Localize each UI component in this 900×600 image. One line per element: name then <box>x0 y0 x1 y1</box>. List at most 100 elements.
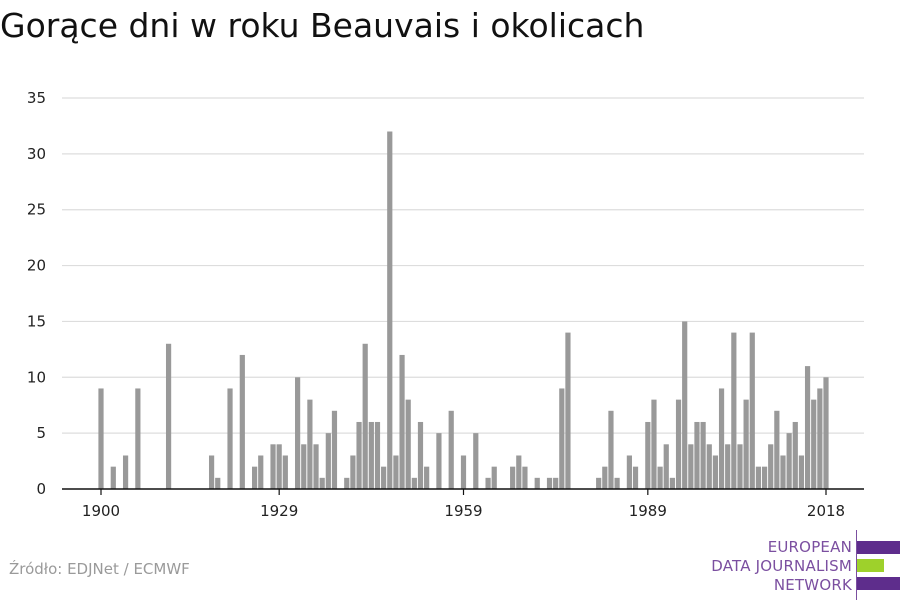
bar-1941 <box>350 455 356 489</box>
bar-2003 <box>731 332 737 489</box>
bar-1984 <box>614 477 620 489</box>
bar-1959 <box>460 455 467 489</box>
bar-1944 <box>368 421 374 489</box>
bar-1997 <box>694 421 700 489</box>
bar-1925 <box>252 466 258 489</box>
bar-1918 <box>208 455 215 489</box>
bar-2005 <box>743 399 749 489</box>
bar-1936 <box>319 477 325 489</box>
bar-1923 <box>239 354 245 489</box>
bar-2000 <box>712 455 719 489</box>
bar-1943 <box>362 343 368 489</box>
bar-1976 <box>565 332 571 489</box>
bars <box>98 131 829 489</box>
gridlines <box>62 97 864 434</box>
bar-1994 <box>675 399 682 489</box>
y-tick-label-5: 5 <box>36 424 46 442</box>
logo-purple-bar-top <box>857 541 900 554</box>
bar-1950 <box>405 399 411 489</box>
bar-1940 <box>344 477 350 489</box>
bar-1999 <box>706 444 712 489</box>
bar-1989 <box>645 421 651 489</box>
bar-1991 <box>657 466 663 489</box>
chart-title: Gorące dni w roku Beauvais i okolicach <box>0 6 645 45</box>
source-note: Źródło: EDJNet / ECMWF <box>9 560 190 578</box>
bar-1964 <box>491 466 497 489</box>
bar-1900 <box>98 388 104 489</box>
bar-2010 <box>774 410 780 489</box>
bar-1951 <box>411 477 417 489</box>
edjnet-logo: EUROPEAN DATA JOURNALISM NETWORK <box>700 530 900 600</box>
bar-1937 <box>325 433 331 489</box>
bar-1955 <box>436 433 442 489</box>
x-tick-label-1900: 1900 <box>82 502 120 520</box>
y-tick-label-0: 0 <box>36 480 46 498</box>
x-tick-label-1989: 1989 <box>629 502 667 520</box>
logo-line-2: DATA JOURNALISM <box>711 557 852 575</box>
bar-1982 <box>602 466 608 489</box>
bar-1906 <box>135 388 141 489</box>
bar-2007 <box>755 466 762 489</box>
bar-2008 <box>761 466 768 489</box>
bar-1975 <box>559 388 565 489</box>
x-tick-label-1929: 1929 <box>260 502 298 520</box>
bar-2006 <box>749 332 755 489</box>
bar-1987 <box>632 466 639 489</box>
bar-1935 <box>313 444 319 489</box>
y-tick-label-30: 30 <box>27 145 46 163</box>
bar-2013 <box>792 421 798 489</box>
x-tick-label-2018: 2018 <box>807 502 845 520</box>
bar-1938 <box>331 410 338 489</box>
bar-1998 <box>700 421 706 489</box>
bar-1949 <box>399 354 405 489</box>
bar-2011 <box>780 455 786 489</box>
bar-1948 <box>393 455 399 489</box>
bar-1993 <box>669 477 675 489</box>
bar-1911 <box>165 343 172 489</box>
bar-1926 <box>258 455 264 489</box>
y-tick-label-15: 15 <box>27 312 46 330</box>
bar-1974 <box>553 477 559 489</box>
bar-2002 <box>725 444 731 489</box>
bar-1945 <box>374 421 381 489</box>
x-tick-label-1959: 1959 <box>444 502 482 520</box>
bar-2009 <box>768 444 774 489</box>
y-tick-label-25: 25 <box>27 201 46 219</box>
bar-2018 <box>823 377 829 489</box>
bar-1953 <box>424 466 430 489</box>
bar-1946 <box>381 466 387 489</box>
logo-line-1: EUROPEAN <box>767 538 852 556</box>
logo-divider <box>856 530 857 600</box>
bar-1996 <box>688 444 694 489</box>
bar-1928 <box>270 444 276 489</box>
bar-1995 <box>682 321 688 489</box>
y-tick-label-10: 10 <box>27 368 46 386</box>
bar-2016 <box>811 399 817 489</box>
bar-1986 <box>626 455 632 489</box>
bar-2012 <box>786 433 792 489</box>
bar-1990 <box>651 399 657 489</box>
bar-1973 <box>546 477 553 489</box>
bar-2004 <box>737 444 743 489</box>
bar-1992 <box>663 444 669 489</box>
bar-1947 <box>387 131 393 489</box>
bar-1968 <box>516 455 522 489</box>
logo-green-bar <box>857 559 884 572</box>
bar-1981 <box>596 477 602 489</box>
bar-1961 <box>473 433 479 489</box>
bar-1934 <box>307 399 313 489</box>
bar-1969 <box>522 466 528 489</box>
x-tick-labels: 1900 1929 1959 1989 2018 <box>82 489 845 520</box>
bar-1921 <box>227 388 233 489</box>
bar-1933 <box>301 444 307 489</box>
bar-1919 <box>215 477 221 489</box>
bar-1929 <box>276 444 282 489</box>
bar-1902 <box>110 466 116 489</box>
bar-1930 <box>282 455 288 489</box>
logo-line-3: NETWORK <box>773 576 852 594</box>
y-tick-labels: 0 5 10 15 20 25 30 35 <box>27 89 46 498</box>
bar-1932 <box>295 377 301 489</box>
bar-1971 <box>534 477 540 489</box>
bar-2015 <box>804 366 811 489</box>
